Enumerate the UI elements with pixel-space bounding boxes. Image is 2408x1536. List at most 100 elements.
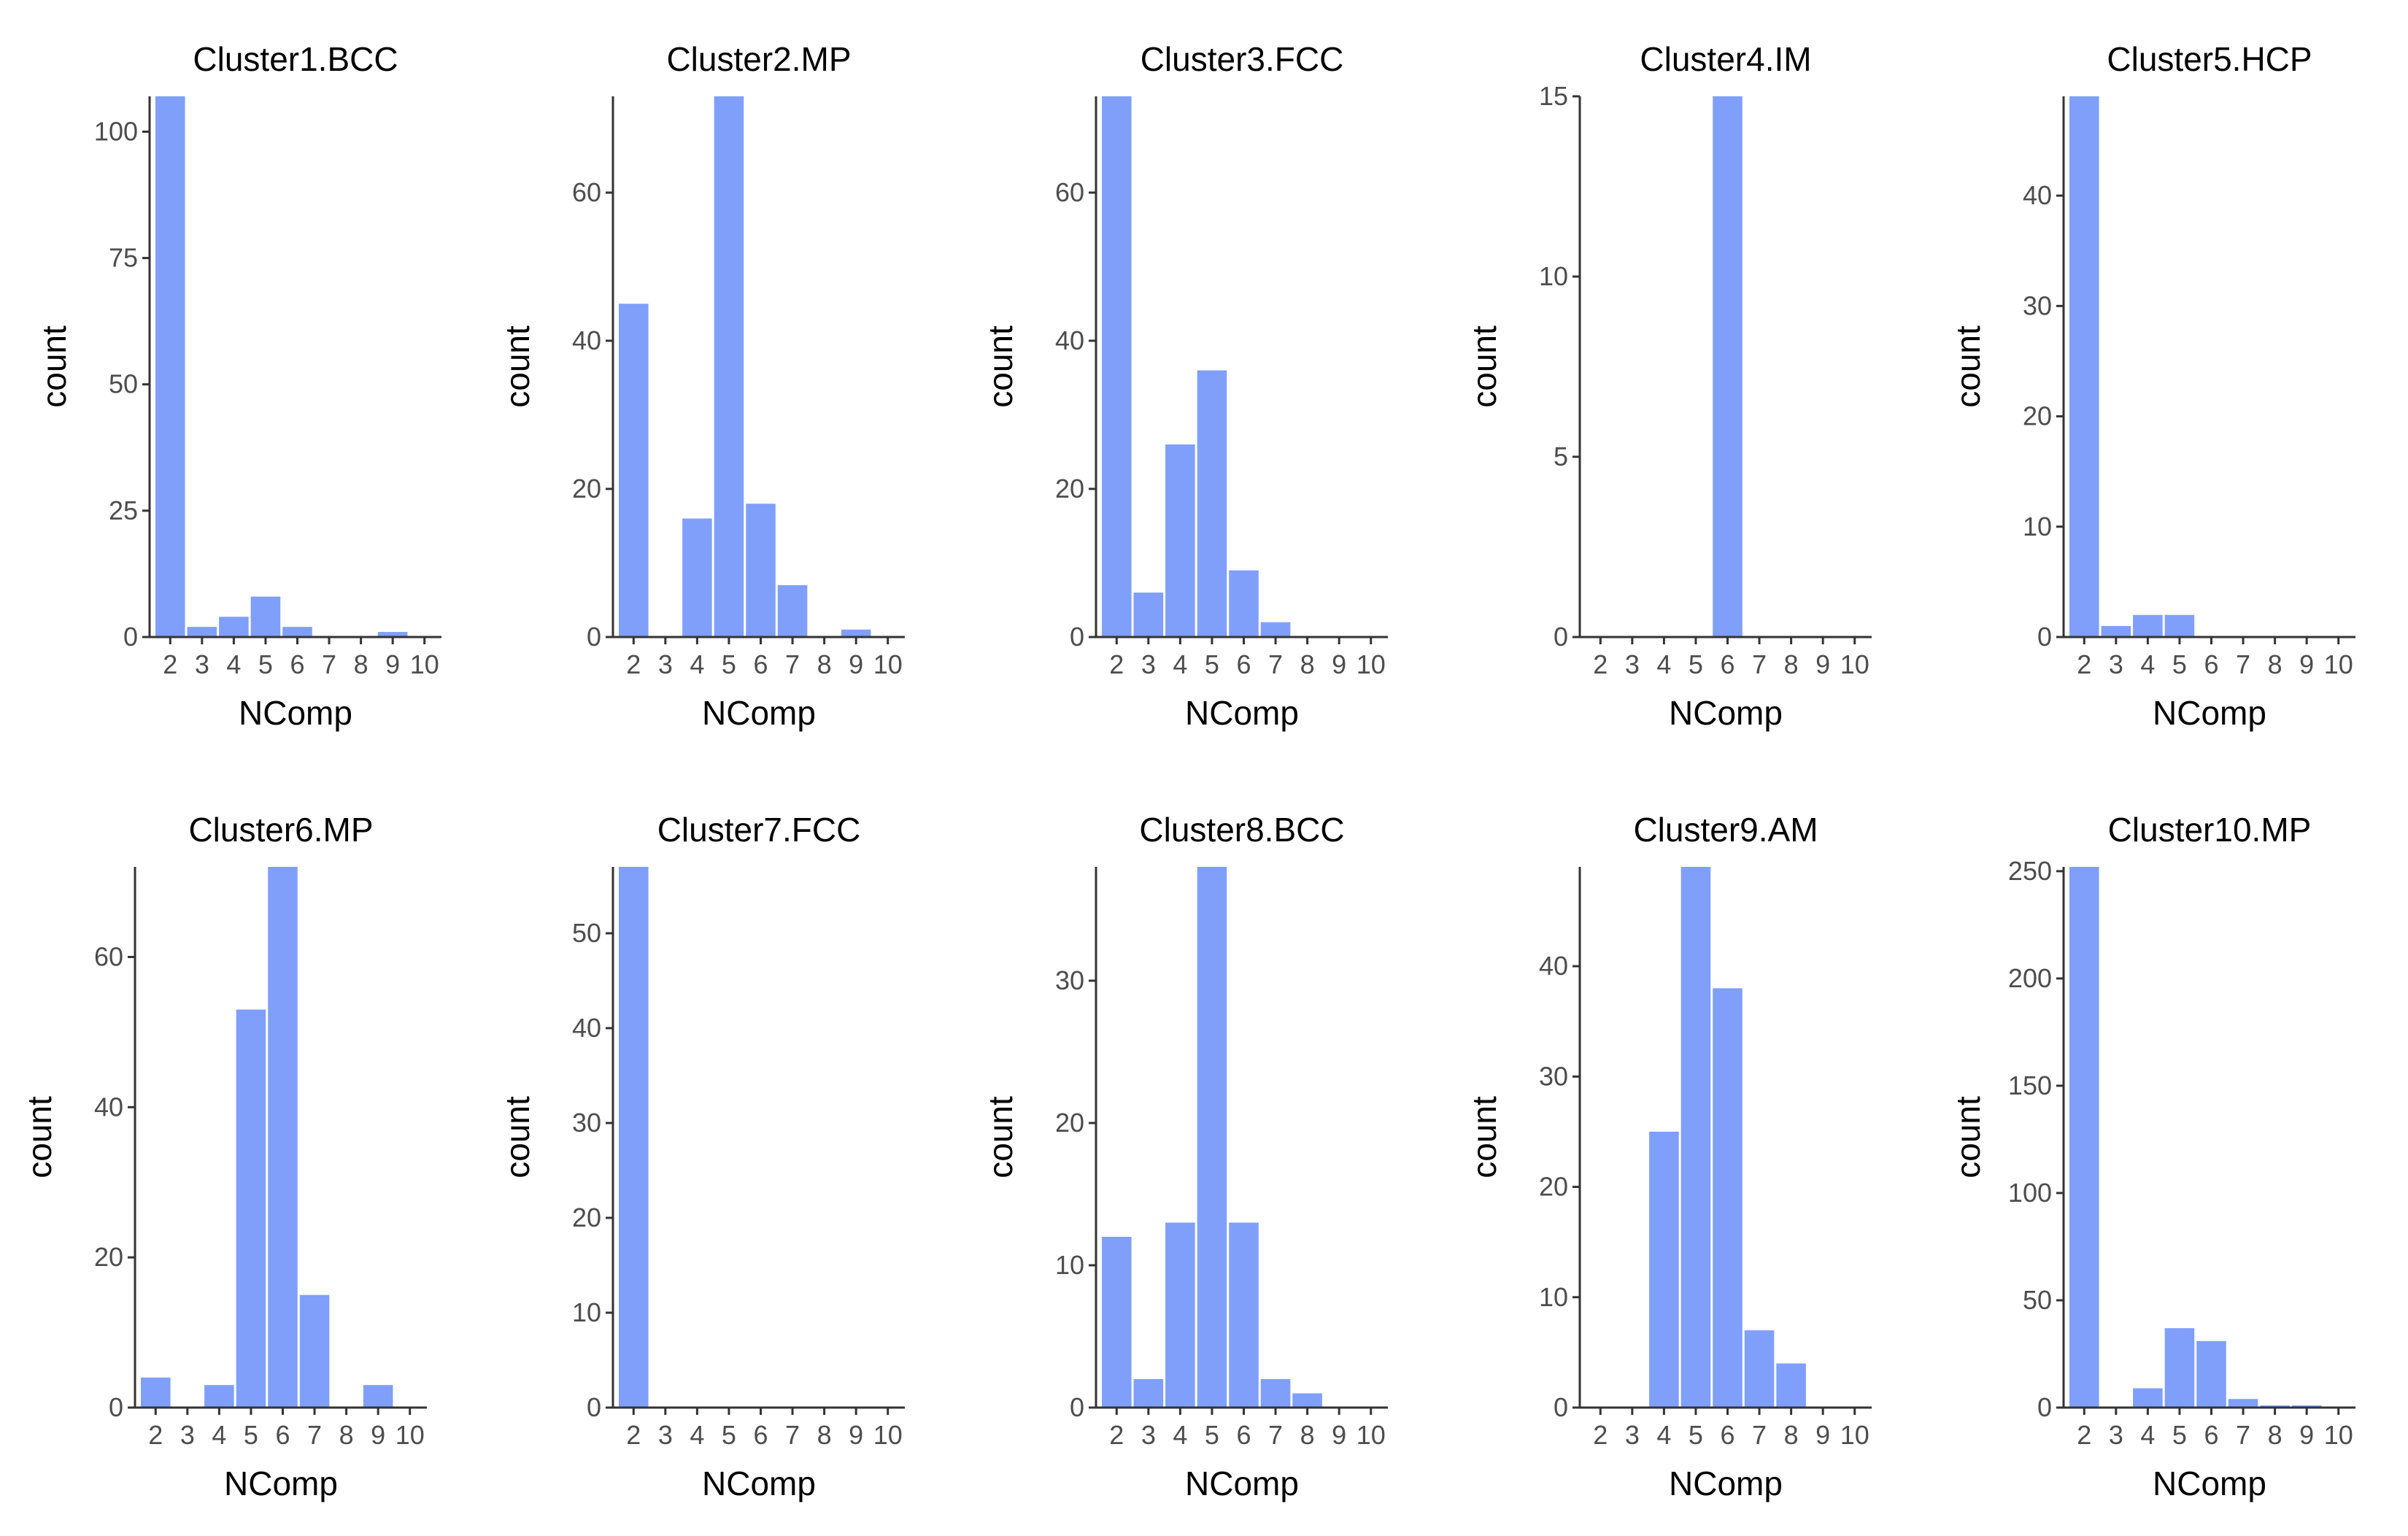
panel-9-ytick-label: 30: [1539, 1061, 1568, 1091]
panel-8-bar-2: [1102, 1237, 1132, 1408]
panel-7: Cluster7.FCC 0 10 20 30 40 50 2 3 4 5 6 7 8 9 10 NComp co…: [498, 811, 905, 1502]
panel-4-xtick-label: 4: [1656, 649, 1671, 679]
panel-1-xlabel: NComp: [239, 694, 352, 732]
panel-8-xtick-label: 3: [1141, 1420, 1156, 1450]
panel-2-bar-5: [714, 96, 744, 637]
panel-9-xtick-label: 5: [1689, 1420, 1703, 1450]
panel-4-ylabel: count: [1465, 325, 1503, 408]
panel-10-xtick-label: 2: [2077, 1420, 2091, 1450]
panel-4-title: Cluster4.IM: [1640, 40, 1811, 78]
panel-10-ytick-label: 250: [2008, 856, 2052, 886]
panel-1-xtick-label: 8: [354, 649, 368, 679]
panel-4-ytick-label: 15: [1539, 81, 1568, 111]
panel-3-ytick-label: 40: [1055, 325, 1084, 355]
panel-7-xtick-label: 8: [817, 1420, 832, 1450]
panel-9-bar-6: [1713, 988, 1743, 1408]
panel-4-ytick-label: 5: [1554, 441, 1568, 471]
panel-2-xtick-label: 2: [626, 649, 641, 679]
panel-7-ytick-label: 40: [572, 1013, 601, 1043]
panel-9-bar-7: [1744, 1330, 1775, 1408]
panel-3-xtick-label: 6: [1236, 649, 1251, 679]
panel-10-xtick-label: 4: [2140, 1420, 2155, 1450]
panel-8-bar-8: [1292, 1393, 1322, 1408]
panel-2-xtick-label: 7: [785, 649, 800, 679]
panel-10-title: Cluster10.MP: [2108, 811, 2312, 849]
panel-6-bar-4: [204, 1385, 234, 1408]
panel-8-bar-6: [1229, 1222, 1259, 1408]
panel-9-bar-5: [1680, 867, 1711, 1408]
panel-2-bar-9: [841, 629, 871, 637]
panel-3-ytick-label: 60: [1055, 177, 1084, 207]
panel-8-bar-4: [1165, 1222, 1195, 1408]
panel-5-xtick-label: 9: [2299, 649, 2314, 679]
panel-6-xtick-label: 3: [180, 1420, 195, 1450]
panel-5-xtick-label: 8: [2268, 649, 2282, 679]
panel-2-bar-6: [746, 503, 776, 637]
panel-5-ylabel: count: [1949, 325, 1987, 408]
panel-9-xtick-label: 7: [1752, 1420, 1767, 1450]
panel-5-xtick-label: 10: [2324, 649, 2353, 679]
panel-3-ytick-label: 0: [1070, 622, 1084, 652]
panel-2-xtick-label: 6: [753, 649, 768, 679]
panel-4-xtick-label: 7: [1752, 649, 1767, 679]
panel-7-ytick-label: 20: [572, 1203, 601, 1232]
panel-3-ytick-label: 20: [1055, 474, 1084, 503]
panel-6-title: Cluster6.MP: [188, 811, 373, 849]
panel-9-xtick-label: 3: [1625, 1420, 1640, 1450]
panel-7-xtick-label: 9: [849, 1420, 863, 1450]
panel-6-bar-7: [299, 1294, 330, 1408]
panel-7-bar-2: [619, 867, 649, 1408]
panel-1-ylabel: count: [35, 325, 73, 408]
panel-10-xtick-label: 8: [2268, 1420, 2282, 1450]
panel-3-xtick-label: 8: [1300, 649, 1315, 679]
panel-2-ytick-label: 60: [572, 177, 601, 207]
panel-1-xtick-label: 2: [163, 649, 177, 679]
panel-7-xlabel: NComp: [702, 1464, 816, 1502]
panel-1-xtick-label: 9: [385, 649, 400, 679]
panel-9-ylabel: count: [1465, 1096, 1503, 1178]
panel-1-bar-9: [377, 632, 408, 637]
panel-4-xtick-label: 8: [1784, 649, 1799, 679]
panel-6-xtick-label: 6: [275, 1420, 290, 1450]
panel-4-xtick-label: 6: [1720, 649, 1734, 679]
panel-8-xtick-label: 6: [1236, 1420, 1251, 1450]
panel-6-ytick-label: 20: [94, 1242, 123, 1272]
panel-3-xtick-label: 4: [1173, 649, 1187, 679]
panel-2-ylabel: count: [498, 325, 536, 408]
panel-2-bar-4: [682, 518, 712, 637]
panel-1-bar-6: [282, 627, 312, 637]
panel-7-xtick-label: 4: [690, 1420, 704, 1450]
panel-3-xtick-label: 9: [1332, 649, 1346, 679]
panel-8-xtick-label: 10: [1357, 1420, 1386, 1450]
panel-7-xtick-label: 10: [873, 1420, 903, 1450]
panel-1-xtick-label: 4: [226, 649, 241, 679]
panel-7-ytick-label: 0: [587, 1392, 601, 1422]
panel-8-ylabel: count: [981, 1096, 1019, 1178]
panel-7-ytick-label: 10: [572, 1297, 601, 1327]
panel-1-ytick-label: 25: [109, 495, 138, 525]
panel-3-xlabel: NComp: [1185, 694, 1299, 732]
panel-9-xtick-label: 10: [1840, 1420, 1869, 1450]
panel-4-xtick-label: 2: [1593, 649, 1608, 679]
panel-5-ytick-label: 10: [2023, 512, 2052, 541]
panel-5-xtick-label: 7: [2236, 649, 2250, 679]
panel-1-xtick-label: 7: [322, 649, 336, 679]
panel-3-bar-6: [1229, 570, 1259, 637]
panel-10-ylabel: count: [1949, 1096, 1987, 1178]
panel-8-xtick-label: 9: [1332, 1420, 1346, 1450]
panel-8-ytick-label: 10: [1055, 1250, 1084, 1280]
panel-6-bar-6: [268, 867, 298, 1408]
panel-7-xtick-label: 3: [658, 1420, 673, 1450]
panel-2-xtick-label: 3: [658, 649, 673, 679]
panel-2-xtick-label: 4: [690, 649, 704, 679]
panel-9-ytick-label: 40: [1539, 951, 1568, 981]
panel-6-xtick-label: 4: [212, 1420, 226, 1450]
panel-6-bar-5: [236, 1009, 266, 1408]
panel-9-ytick-label: 20: [1539, 1172, 1568, 1202]
panel-6: Cluster6.MP 0 20 40 60 2 3 4 5 6 7 8 9 10 NComp count: [20, 811, 427, 1502]
panel-10-bar-2: [2069, 867, 2099, 1408]
panel-1-bar-5: [250, 596, 281, 637]
panel-5-ytick-label: 40: [2023, 180, 2052, 210]
